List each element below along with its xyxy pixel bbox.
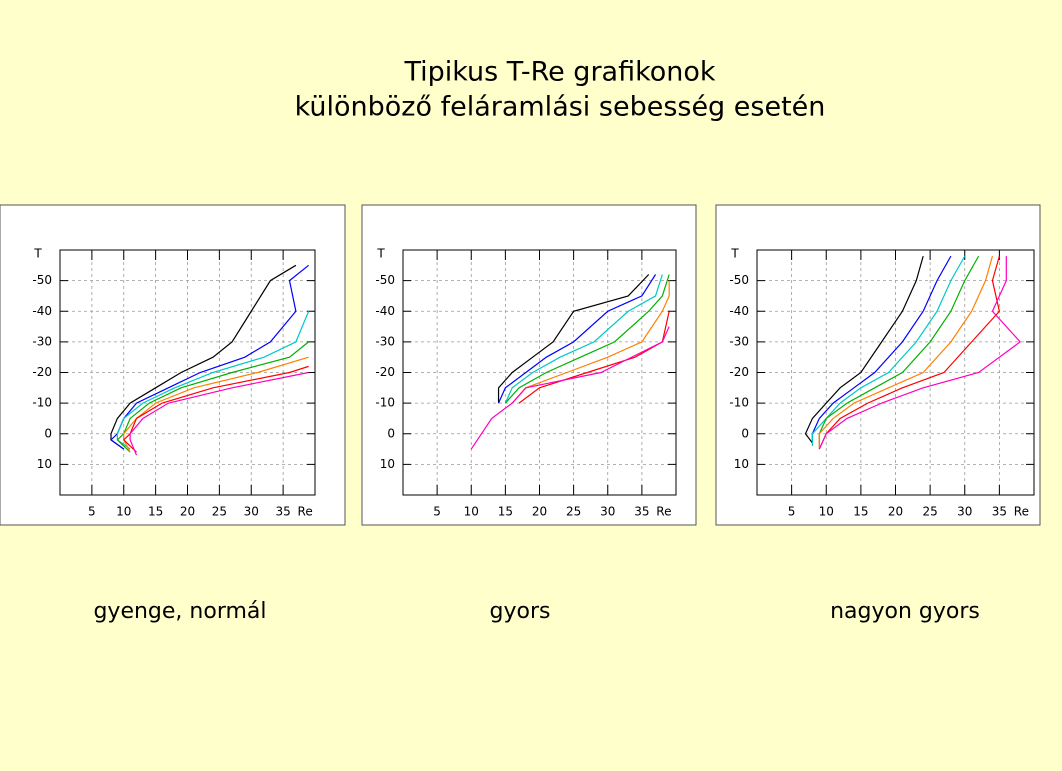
x-tick-label: 30 (244, 505, 259, 519)
data-line (110, 264, 297, 450)
data-line (497, 274, 650, 404)
y-tick-label: 10 (734, 457, 749, 471)
data-line (818, 255, 980, 446)
data-line (804, 255, 924, 444)
x-tick-label: 25 (922, 505, 937, 519)
y-tick-label: -40 (32, 304, 52, 318)
panel (0, 204, 346, 526)
x-tick-label: 20 (888, 505, 903, 519)
title-line: különböző feláramlási sebesség esetén (295, 92, 826, 123)
x-tick-label: 15 (498, 505, 513, 519)
caption: gyenge, normál (93, 599, 266, 624)
x-tick-label: 20 (532, 505, 547, 519)
y-axis-label: T (376, 247, 385, 261)
x-tick-label: 15 (148, 505, 163, 519)
data-line (122, 365, 309, 453)
caption: gyors (490, 599, 551, 624)
data-line (818, 256, 1022, 450)
y-axis-label: T (33, 247, 42, 261)
y-tick-label: -30 (729, 334, 749, 348)
x-tick-label: 25 (212, 505, 227, 519)
data-line (511, 280, 670, 404)
y-tick-label: 10 (380, 457, 395, 471)
data-line (116, 341, 310, 453)
y-tick-label: 10 (37, 457, 52, 471)
data-line (811, 255, 952, 443)
data-line (129, 371, 309, 456)
data-line (116, 311, 310, 450)
y-tick-label: -50 (375, 273, 395, 287)
y-tick-label: -40 (729, 304, 749, 318)
y-tick-label: -30 (32, 334, 52, 348)
y-tick-label: -10 (375, 396, 395, 410)
x-axis-label: Re (298, 505, 313, 519)
data-line (504, 274, 670, 404)
data-line (470, 326, 670, 450)
y-tick-label: -20 (32, 365, 52, 379)
y-tick-label: -30 (375, 334, 395, 348)
x-tick-label: 10 (464, 505, 479, 519)
x-tick-label: 35 (992, 505, 1007, 519)
y-tick-label: -50 (32, 273, 52, 287)
data-line (110, 264, 310, 450)
y-tick-label: -50 (729, 273, 749, 287)
y-tick-label: -20 (375, 365, 395, 379)
data-line (518, 311, 670, 404)
x-tick-label: 10 (116, 505, 131, 519)
y-tick-label: 0 (44, 426, 52, 440)
data-line (818, 255, 1001, 450)
y-tick-label: -10 (729, 396, 749, 410)
x-tick-label: 5 (788, 505, 796, 519)
y-tick-label: -20 (729, 365, 749, 379)
x-tick-label: 15 (853, 505, 868, 519)
x-axis-label: Re (656, 505, 671, 519)
x-tick-label: 30 (600, 505, 615, 519)
x-tick-label: 35 (275, 505, 290, 519)
x-tick-label: 10 (819, 505, 834, 519)
title-line: Tipikus T-Re grafikonok (403, 57, 715, 88)
y-tick-label: 0 (387, 426, 395, 440)
x-tick-label: 5 (88, 505, 96, 519)
x-tick-label: 20 (180, 505, 195, 519)
y-axis-label: T (730, 247, 739, 261)
panel (715, 204, 1041, 526)
x-tick-label: 35 (634, 505, 649, 519)
data-line (504, 274, 663, 404)
data-line (818, 255, 994, 450)
x-tick-label: 25 (566, 505, 581, 519)
data-line (498, 274, 657, 404)
y-tick-label: -40 (375, 304, 395, 318)
x-tick-label: 5 (433, 505, 441, 519)
x-tick-label: 30 (957, 505, 972, 519)
data-line (123, 356, 309, 453)
caption: nagyon gyors (830, 599, 980, 624)
panel (361, 204, 697, 526)
y-tick-label: 0 (741, 426, 749, 440)
y-tick-label: -10 (32, 396, 52, 410)
x-axis-label: Re (1014, 505, 1029, 519)
data-line (811, 255, 966, 446)
